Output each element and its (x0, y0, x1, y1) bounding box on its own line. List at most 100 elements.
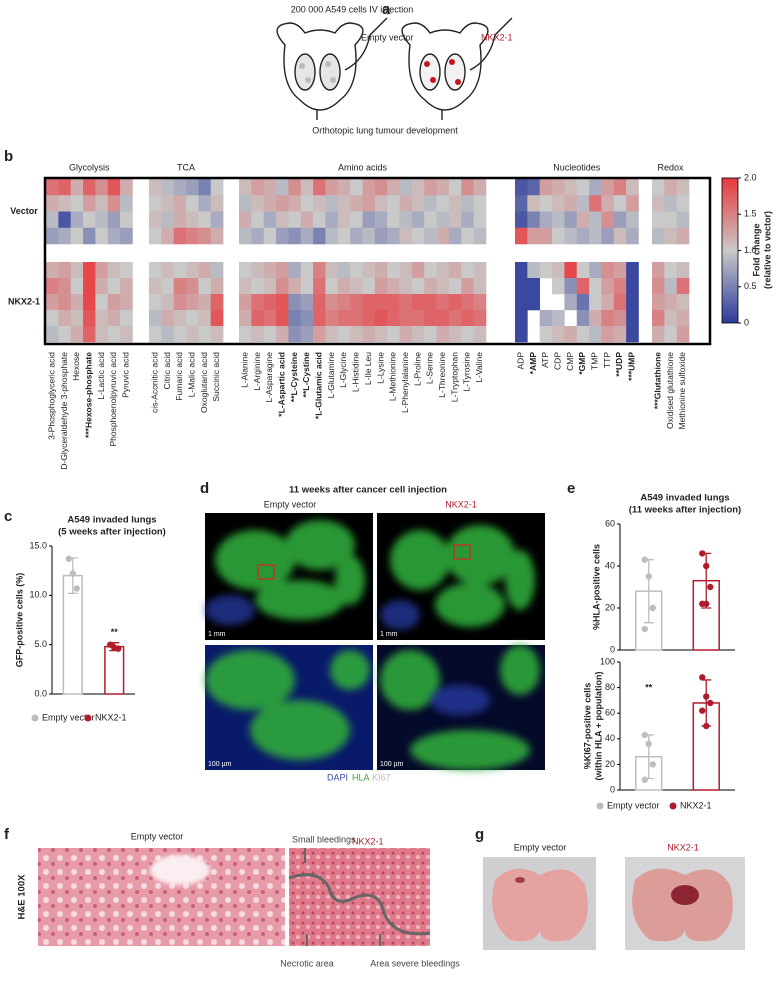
column-label: Pyruvic acid (121, 352, 131, 398)
heat-cell (337, 310, 351, 327)
heat-cell (210, 294, 224, 311)
heat-cell (399, 211, 413, 229)
fluorescence-images (205, 513, 545, 770)
heat-cell (576, 227, 590, 245)
heat-cell (186, 326, 199, 343)
heat-cell (263, 310, 277, 327)
heat-cell (461, 262, 474, 279)
heat-cell (313, 211, 326, 229)
heat-cell (362, 179, 376, 196)
data-point (641, 625, 648, 633)
legend-label: Empty vector (607, 800, 660, 810)
heat-cell (399, 227, 413, 245)
heat-cell (300, 262, 314, 279)
data-point (641, 556, 648, 563)
heat-cell (527, 211, 540, 229)
heat-cell (473, 179, 487, 196)
heat-cell (576, 211, 590, 229)
panel-label: f (4, 826, 10, 843)
heat-cell (564, 227, 578, 245)
heat-cell (350, 326, 363, 343)
heat-cell (589, 278, 602, 295)
column-label: CDP (552, 352, 562, 370)
heat-cell (350, 211, 363, 229)
heat-cell (589, 211, 602, 229)
heat-cell (149, 179, 162, 196)
heat-cell (473, 195, 487, 212)
heat-cell (107, 262, 121, 279)
heat-cell (613, 195, 627, 212)
heat-cell (564, 278, 578, 295)
column-label: L-Glutamine (326, 352, 336, 399)
heat-cell (263, 278, 277, 295)
heat-cell (198, 294, 212, 311)
heat-cell (539, 211, 553, 229)
y-tick-label: 0.0 (34, 688, 47, 698)
heat-cell (161, 262, 174, 279)
heat-cell (676, 326, 690, 343)
heat-cell (552, 227, 565, 245)
data-point (703, 722, 710, 730)
scale-bar-label: 100 µm (380, 761, 404, 768)
heat-cell (652, 179, 665, 196)
heat-cell (288, 278, 302, 295)
heat-cell (436, 294, 450, 311)
heat-cell (337, 326, 351, 343)
heat-cell (436, 179, 450, 196)
heat-cell (374, 262, 388, 279)
heat-cell (251, 211, 264, 229)
heat-cell (461, 179, 474, 196)
heat-cell (374, 326, 388, 343)
heat-cell (601, 278, 615, 295)
heat-cell (83, 227, 96, 245)
heat-cell (95, 227, 109, 245)
heat-cell (515, 310, 528, 327)
legend-label: Empty vector (42, 712, 95, 722)
heat-cell (210, 227, 224, 245)
heat-cell (107, 211, 121, 229)
heat-cell (436, 262, 450, 279)
heat-cell (626, 326, 639, 343)
column-label: *GMP (577, 352, 587, 375)
heat-cell (325, 179, 339, 196)
heat-cell (552, 262, 565, 279)
heat-cell (601, 195, 615, 212)
heat-cell (173, 326, 187, 343)
y-tick-label: 20 (605, 602, 615, 612)
heat-cell (120, 326, 133, 343)
column-label: ***UMP (627, 352, 637, 381)
heat-cell (263, 179, 277, 196)
heat-cell (325, 211, 339, 229)
data-point (703, 600, 710, 607)
panel-label: a (382, 1, 391, 18)
heat-cell (107, 195, 121, 212)
heat-cell (601, 227, 615, 245)
column-label: *L-Glutamic acid (314, 352, 324, 419)
heat-cell (83, 278, 96, 295)
heat-cell (288, 310, 302, 327)
heat-cell (46, 278, 59, 295)
column-label: L-Glycine (338, 352, 348, 388)
heat-cell (46, 326, 59, 343)
heat-cell (473, 262, 487, 279)
heat-cell (664, 195, 677, 212)
heat-cell (613, 294, 627, 311)
heat-cell (411, 195, 425, 212)
heat-cell (652, 195, 665, 212)
heat-cell (149, 294, 162, 311)
heat-cell (448, 326, 462, 343)
heat-cell (552, 326, 565, 343)
heat-cell (173, 262, 187, 279)
column-label: L-Alanine (239, 352, 249, 388)
heat-cell (325, 195, 339, 212)
heat-cell (626, 227, 639, 245)
heat-cell (652, 262, 665, 279)
heat-cell (515, 294, 528, 311)
heat-cell (664, 326, 677, 343)
column-label: **L-Cysteine (289, 352, 299, 402)
heat-cell (70, 310, 84, 327)
heat-cell (251, 278, 264, 295)
y-tick-label: 0 (610, 784, 615, 794)
heat-cell (239, 262, 252, 279)
heat-cell (387, 310, 400, 327)
